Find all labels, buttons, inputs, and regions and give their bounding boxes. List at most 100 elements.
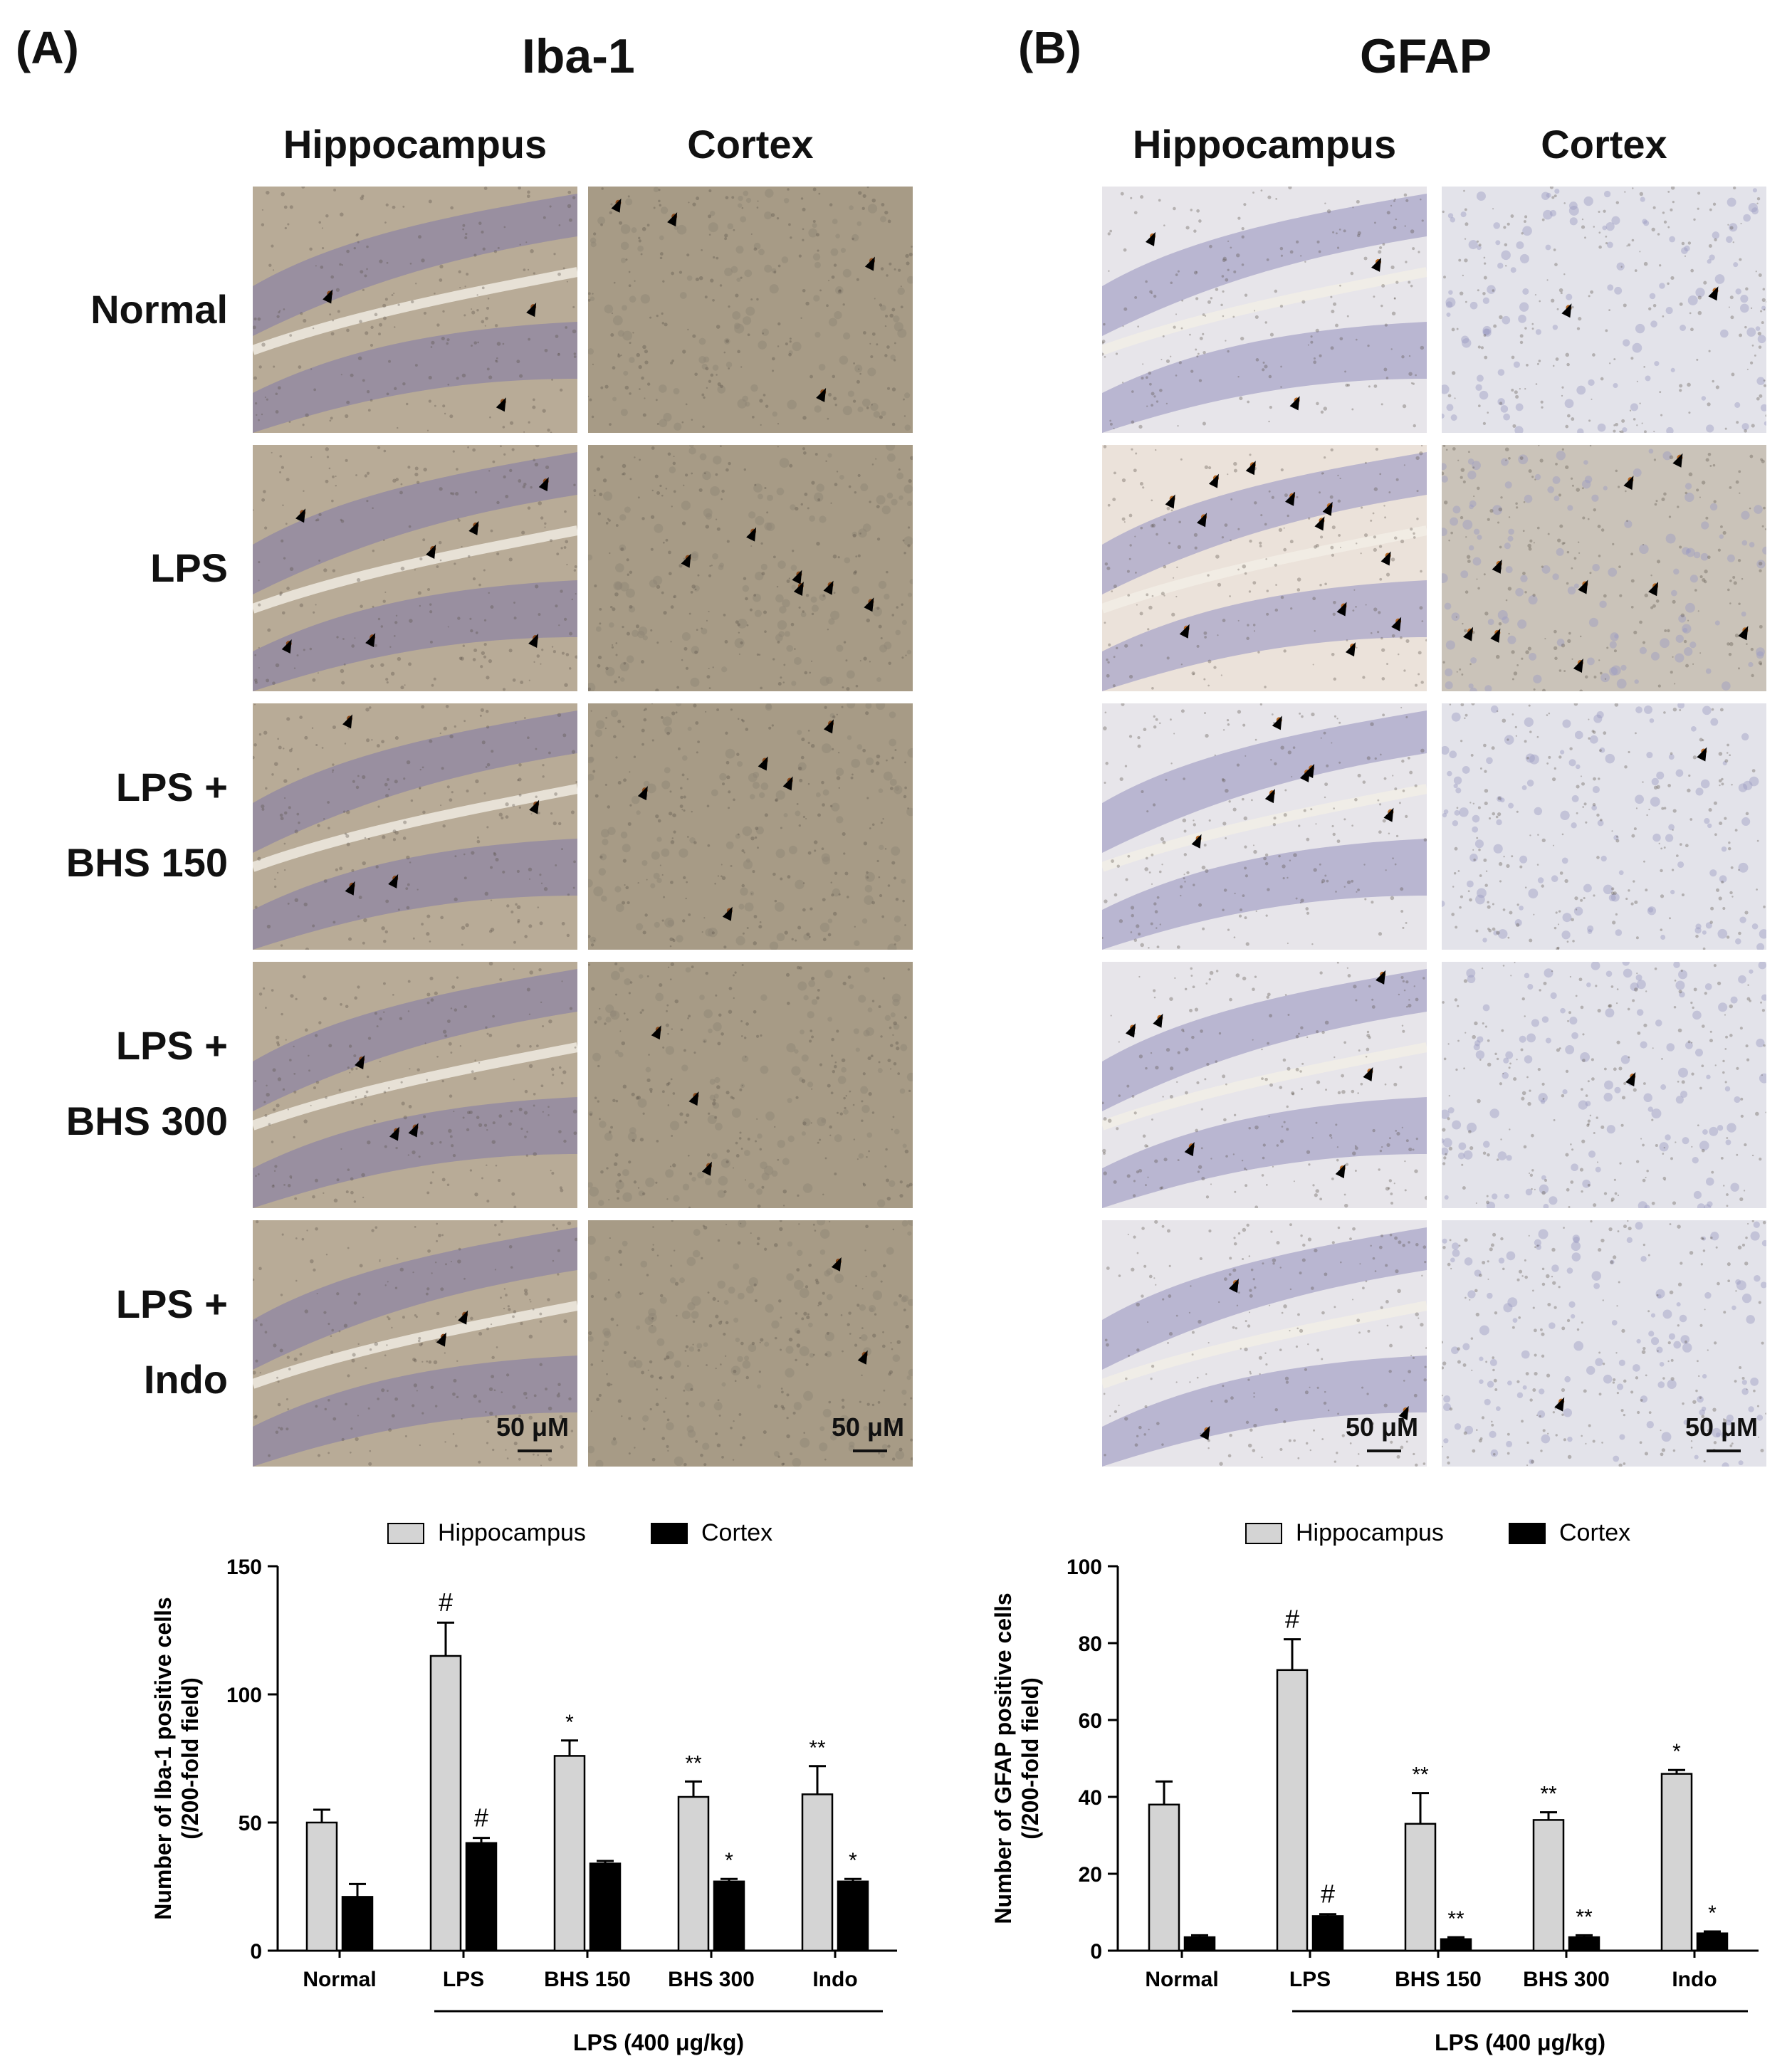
x-tick-label: Normal — [303, 1968, 376, 1991]
bar-cortex — [714, 1882, 744, 1951]
micrograph-hippocampus — [253, 445, 577, 691]
micrograph-cortex: 50 μM — [588, 1220, 913, 1467]
bar-cortex — [1185, 1937, 1215, 1951]
column-label-hippocampus: Hippocampus — [253, 121, 577, 167]
micrograph-cortex: 50 μM — [1442, 1220, 1766, 1467]
bar-cortex — [1569, 1937, 1599, 1951]
row-label-line: Normal — [0, 272, 228, 347]
legend-label: Cortex — [1559, 1519, 1630, 1546]
x-tick-label: Normal — [1145, 1968, 1218, 1991]
significance-mark: ** — [1412, 1763, 1429, 1787]
y-tick-label: 80 — [1079, 1632, 1102, 1656]
significance-mark: ** — [1447, 1907, 1464, 1931]
bar-cortex — [466, 1843, 496, 1951]
y-tick-label: 0 — [1090, 1940, 1102, 1963]
bar-hippocampus — [1277, 1670, 1307, 1951]
micrograph-hippocampus — [1102, 962, 1427, 1208]
micrograph-cortex — [1442, 187, 1766, 433]
scale-bar-label: 50 μM — [1346, 1412, 1418, 1442]
y-axis-label: Number of GFAP positive cells — [990, 1593, 1016, 1924]
legend: Hippocampus Cortex — [388, 1519, 772, 1546]
bar-hippocampus — [802, 1794, 832, 1951]
micrograph-hippocampus — [1102, 445, 1427, 691]
micrograph-hippocampus: 50 μM — [253, 1220, 577, 1467]
micrograph-cortex — [588, 187, 913, 433]
scale-bar-label: 50 μM — [496, 1412, 569, 1442]
significance-mark: * — [725, 1849, 733, 1872]
significance-mark: ** — [1540, 1783, 1557, 1806]
y-tick-label: 40 — [1079, 1786, 1102, 1810]
x-tick-label: BHS 300 — [668, 1968, 755, 1991]
row-label-line: LPS + — [0, 1008, 228, 1084]
y-axis-label: Number of Iba-1 positive cells — [150, 1597, 176, 1919]
row-label-line: LPS + — [0, 1267, 228, 1342]
bar-cortex — [1313, 1916, 1343, 1951]
significance-mark: # — [1285, 1605, 1299, 1634]
stain-title: Iba-1 — [522, 28, 635, 84]
significance-mark: ** — [685, 1751, 702, 1775]
group-label: LPS (400 μg/kg) — [573, 2030, 744, 2055]
micrograph-hippocampus — [1102, 703, 1427, 950]
legend-label: Cortex — [701, 1519, 772, 1546]
bar-hippocampus — [307, 1823, 337, 1951]
y-tick-label: 50 — [239, 1812, 262, 1835]
significance-mark: # — [439, 1588, 453, 1617]
significance-mark: # — [474, 1803, 488, 1832]
y-tick-label: 100 — [1067, 1556, 1102, 1579]
legend-swatch — [388, 1524, 424, 1543]
micrograph-hippocampus — [1102, 187, 1427, 433]
legend-swatch — [651, 1524, 687, 1543]
bar-cortex — [1441, 1939, 1471, 1951]
scale-bar-label: 50 μM — [1685, 1412, 1758, 1442]
row-label-line: LPS — [0, 530, 228, 606]
micrograph-cortex — [1442, 445, 1766, 691]
legend-label: Hippocampus — [438, 1519, 586, 1546]
x-tick-label: BHS 300 — [1523, 1968, 1610, 1991]
row-label-line: LPS + — [0, 750, 228, 825]
bar-hippocampus — [555, 1756, 585, 1951]
row-label: LPS — [0, 530, 228, 606]
column-label-cortex: Cortex — [1442, 121, 1766, 167]
row-label: LPS +BHS 150 — [0, 750, 228, 901]
row-label-line: BHS 300 — [0, 1084, 228, 1159]
row-label: Normal — [0, 272, 228, 347]
bar-hippocampus — [1149, 1805, 1179, 1951]
row-label-line: BHS 150 — [0, 825, 228, 901]
bar-hippocampus — [1534, 1820, 1563, 1951]
bar-hippocampus — [431, 1656, 461, 1951]
micrograph-cortex — [1442, 962, 1766, 1208]
legend-swatch — [1246, 1524, 1282, 1543]
micrograph-cortex — [588, 703, 913, 950]
legend-swatch — [1509, 1524, 1545, 1543]
micrograph-hippocampus: 50 μM — [1102, 1220, 1427, 1467]
x-tick-label: Indo — [1672, 1968, 1717, 1991]
significance-mark: * — [1708, 1902, 1717, 1925]
row-label-line: Indo — [0, 1342, 228, 1417]
y-tick-label: 100 — [226, 1684, 262, 1707]
x-tick-label: BHS 150 — [544, 1968, 631, 1991]
y-tick-label: 60 — [1079, 1709, 1102, 1733]
x-tick-label: LPS — [1289, 1968, 1331, 1991]
significance-mark: * — [849, 1849, 857, 1872]
significance-mark: * — [565, 1711, 574, 1734]
panel-letter: (B) — [1018, 21, 1081, 74]
scale-bar-label: 50 μM — [832, 1412, 904, 1442]
significance-mark: ** — [809, 1736, 826, 1760]
significance-mark: * — [1672, 1740, 1681, 1763]
x-tick-label: BHS 150 — [1395, 1968, 1482, 1991]
bar-cortex — [590, 1864, 620, 1951]
bar-cortex — [838, 1882, 868, 1951]
significance-mark: # — [1321, 1879, 1335, 1909]
micrograph-cortex — [588, 445, 913, 691]
bar-cortex — [1697, 1934, 1727, 1951]
group-label: LPS (400 μg/kg) — [1435, 2030, 1605, 2055]
micrograph-cortex — [588, 962, 913, 1208]
stain-title: GFAP — [1360, 28, 1492, 84]
